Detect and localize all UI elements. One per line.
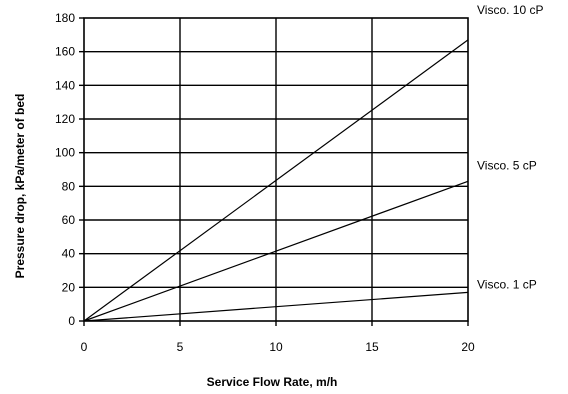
grid [79, 17, 469, 326]
series-lines [83, 39, 469, 322]
y-tick-label: 20 [62, 280, 76, 294]
y-tick-label: 120 [55, 112, 75, 126]
x-tick-label: 0 [81, 340, 88, 354]
y-axis-title: Pressure drop, kPa/meter of bed [13, 94, 27, 279]
y-tick-label: 160 [55, 45, 75, 59]
series-line [83, 291, 469, 322]
x-tick-label: 10 [269, 340, 283, 354]
x-tick-label: 5 [177, 340, 184, 354]
y-tick-label: 0 [68, 314, 75, 328]
y-tick-label: 40 [62, 247, 76, 261]
series-labels: Visco. 10 cP Visco. 5 cP Visco. 1 cP [477, 3, 543, 291]
y-tick-label: 80 [62, 179, 76, 193]
series-label: Visco. 5 cP [477, 158, 537, 172]
x-tick-label: 20 [461, 340, 475, 354]
x-tick-labels: 0 5 10 15 20 [81, 340, 475, 354]
y-tick-labels: 0 20 40 60 80 100 120 140 160 180 [55, 11, 75, 328]
y-tick-label: 60 [62, 213, 76, 227]
x-axis-title: Service Flow Rate, m/h [207, 375, 338, 389]
y-tick-label: 180 [55, 11, 75, 25]
series-label: Visco. 1 cP [477, 277, 537, 291]
series-label: Visco. 10 cP [477, 3, 543, 17]
y-tick-label: 100 [55, 146, 75, 160]
x-tick-label: 15 [365, 340, 379, 354]
y-tick-label: 140 [55, 78, 75, 92]
series-line [83, 39, 469, 322]
series-line [83, 180, 469, 322]
